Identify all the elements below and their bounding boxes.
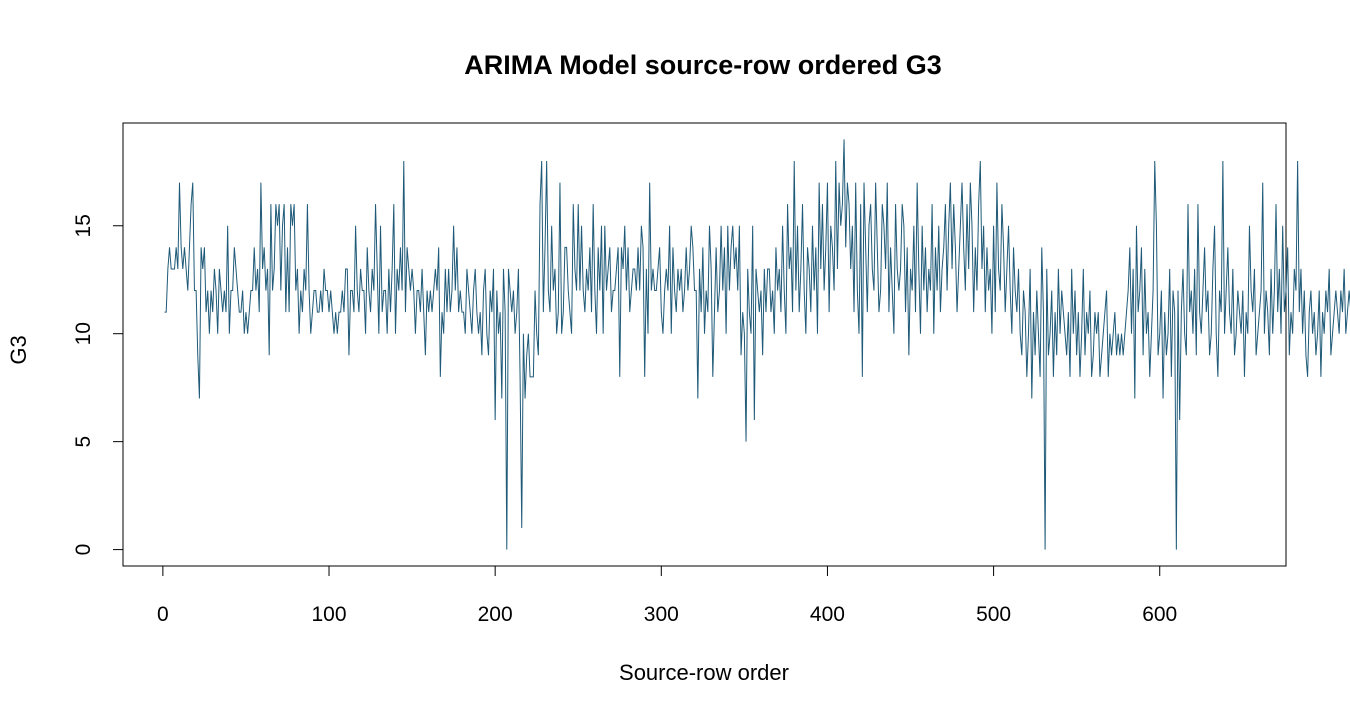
chart-title: ARIMA Model source-row ordered G3 bbox=[464, 50, 942, 80]
x-axis: 0 100 200 300 400 500 600 bbox=[157, 565, 1177, 626]
x-tick-label: 600 bbox=[1142, 603, 1177, 626]
y-tick-label: 5 bbox=[72, 436, 95, 448]
x-tick-label: 100 bbox=[311, 603, 346, 626]
x-tick-label: 0 bbox=[157, 603, 169, 626]
x-tick-label: 400 bbox=[810, 603, 845, 626]
y-tick-label: 0 bbox=[72, 544, 95, 556]
x-axis-title: Source-row order bbox=[619, 660, 789, 685]
x-tick-label: 500 bbox=[976, 603, 1011, 626]
y-axis: 0 5 10 15 bbox=[72, 214, 124, 556]
y-axis-title: G3 bbox=[6, 335, 31, 364]
x-tick-label: 300 bbox=[644, 603, 679, 626]
plot-frame bbox=[122, 122, 1287, 567]
y-tick-label: 10 bbox=[72, 322, 95, 345]
series-line-g3 bbox=[164, 139, 1350, 550]
y-tick-label: 15 bbox=[72, 214, 95, 237]
x-tick-label: 200 bbox=[478, 603, 513, 626]
